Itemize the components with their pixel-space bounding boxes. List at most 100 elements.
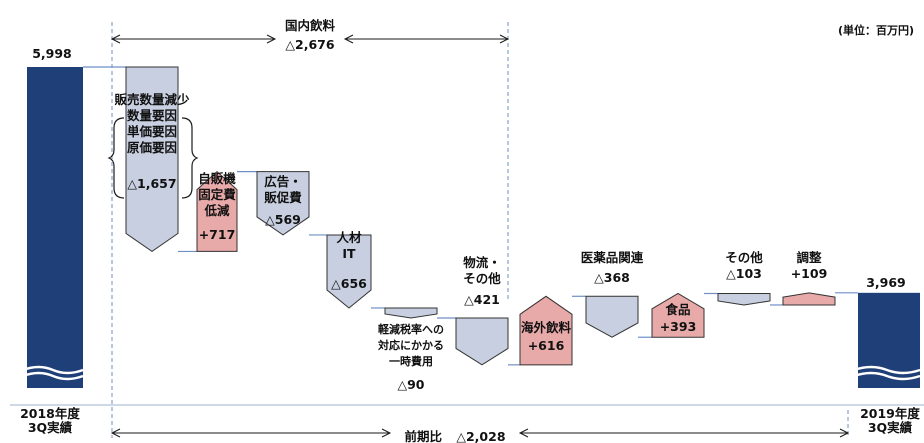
category-label-line: 対応にかかる	[377, 338, 444, 352]
top-arrow-left-head-right	[266, 34, 277, 44]
bottom-bracket-text: 前期比 △2,028	[404, 429, 505, 443]
total-value-label-line: 5,998	[32, 46, 72, 61]
category-label-line: 一時費用	[389, 354, 433, 368]
bar-increase	[782, 292, 836, 306]
bottom-bracket-label: 前期比	[404, 429, 442, 443]
bar-decrease	[256, 171, 310, 236]
value-label: +393	[660, 319, 697, 334]
value-label-line: △90	[397, 377, 424, 392]
category-label-line: 3Q実績	[868, 420, 913, 435]
connector-lines	[83, 66, 858, 366]
bar-increase	[519, 295, 573, 366]
value-label-line: +109	[791, 266, 828, 281]
category-label-line: IT	[342, 246, 356, 261]
bar-decrease	[326, 234, 372, 309]
category-label: 人材 IT	[336, 230, 362, 261]
value-label: +717	[199, 227, 236, 242]
category-label-line: 低減	[203, 203, 230, 218]
category-label: 販売数量減少数量要因単価要因原価要因	[114, 92, 190, 155]
total-value-label: 3,969	[866, 275, 906, 290]
value-label: △90	[397, 377, 424, 392]
category-label-line: 食品	[664, 302, 690, 317]
axis-break	[853, 371, 921, 381]
value-label: △103	[726, 266, 762, 281]
value-label: △569	[265, 212, 301, 227]
bar-total	[27, 67, 83, 388]
category-label-line: 原価要因	[127, 140, 177, 155]
category-label: 物流・その他	[463, 255, 501, 286]
bar-decrease	[585, 295, 639, 338]
bars	[22, 66, 921, 388]
category-label-line: 広告・	[264, 174, 302, 189]
category-label: 調整	[796, 250, 822, 265]
bar-decrease	[125, 66, 179, 253]
label-brace-right	[181, 117, 199, 199]
value-label: △421	[464, 292, 500, 307]
category-label-line: 2019年度	[860, 406, 920, 421]
category-label: 自販機固定費低減	[198, 171, 236, 218]
bottom-bracket: 前期比 △2,028	[404, 429, 505, 443]
bottom-arrow-left-head-right	[381, 428, 392, 438]
bar-increase	[196, 170, 238, 252]
category-label-line: 人材	[336, 230, 362, 245]
category-label: 広告・販促費	[264, 174, 302, 205]
value-label-line: △368	[594, 270, 630, 285]
value-label-line: △421	[464, 292, 500, 307]
category-label: 医薬品関連	[581, 250, 644, 265]
category-label-line: 調整	[796, 250, 822, 265]
value-label-line: △656	[331, 276, 367, 291]
bar-increase	[651, 292, 705, 338]
category-label-line: 3Q実績	[28, 420, 73, 435]
value-label: +109	[791, 266, 828, 281]
category-label-line: 販売数量減少	[114, 92, 190, 107]
axis-break	[853, 365, 921, 375]
value-label-line: △569	[265, 212, 301, 227]
top-bracket: 国内飲料 △2,676	[285, 18, 336, 52]
category-label-line: その他	[725, 250, 763, 265]
label-brace-left	[107, 117, 125, 199]
top-arrow-left-head-left	[110, 34, 121, 44]
category-label-line: 軽減税率への	[378, 322, 444, 336]
category-label-line: 自販機	[198, 171, 236, 186]
bottom-arrow-right-head-right	[839, 428, 850, 438]
value-label-line: △103	[726, 266, 762, 281]
bar-decrease	[455, 317, 509, 366]
value-label: △656	[331, 276, 367, 291]
category-label: 2019年度 3Q実績	[860, 406, 920, 435]
bar-decrease	[384, 307, 438, 319]
value-label: △368	[594, 270, 630, 285]
top-arrow-right-head-right	[499, 34, 510, 44]
total-value-label-line: 3,969	[866, 275, 906, 290]
category-label-line: 販促費	[264, 190, 302, 205]
unit-label: (単位：百万円)	[838, 23, 914, 37]
bottom-arrow-right-head-left	[518, 428, 529, 438]
value-label-line: +717	[199, 227, 236, 242]
value-label: △1,657	[127, 176, 176, 191]
value-label-line: +393	[660, 319, 697, 334]
bottom-arrow-left-head-left	[110, 428, 121, 438]
category-label-line: 2018年度	[20, 406, 80, 421]
category-label-line: その他	[463, 271, 501, 286]
value-label-line: △1,657	[127, 176, 176, 191]
top-bracket-value: △2,676	[285, 37, 334, 52]
category-label-line: 医薬品関連	[581, 250, 644, 265]
category-label-line: 海外飲料	[521, 320, 572, 335]
axis-break	[22, 371, 84, 381]
category-label-line: 単価要因	[127, 124, 177, 139]
value-label-line: +616	[528, 338, 565, 353]
value-label: +616	[528, 338, 565, 353]
bar-decrease	[717, 292, 771, 306]
category-label: その他	[725, 250, 763, 265]
guide-lines	[10, 22, 924, 438]
bottom-bracket-value: △2,028	[456, 429, 505, 443]
category-label-line: 数量要因	[126, 108, 177, 123]
category-label: 食品	[664, 302, 690, 317]
axis-break	[22, 365, 84, 375]
category-label: 2018年度 3Q実績	[20, 406, 80, 435]
category-label-line: 物流・	[463, 255, 501, 270]
category-label: 軽減税率への対応にかかる一時費用	[377, 322, 444, 368]
category-label-line: 固定費	[198, 187, 236, 202]
total-value-label: 5,998	[32, 46, 72, 61]
